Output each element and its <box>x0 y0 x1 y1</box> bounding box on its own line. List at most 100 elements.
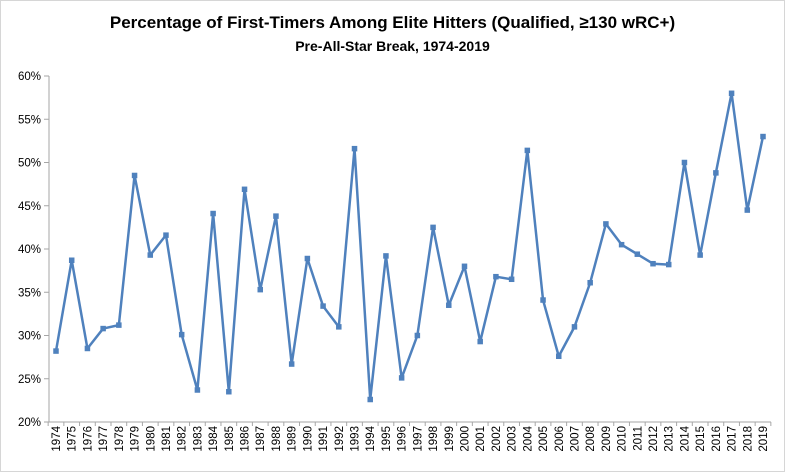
data-point-marker <box>100 325 106 332</box>
x-tick-label: 1974 <box>51 425 63 451</box>
x-tick-label: 1985 <box>224 426 236 452</box>
data-point-marker <box>603 221 609 227</box>
x-tick-label: 1994 <box>365 425 377 451</box>
data-point-marker <box>398 375 405 381</box>
x-tick-label: 1976 <box>82 426 94 452</box>
series-line <box>54 92 765 401</box>
data-point-marker <box>241 186 248 193</box>
x-tick-label: 2018 <box>742 426 754 452</box>
x-tick-label: 1979 <box>130 426 142 452</box>
x-tick-label: 2003 <box>507 426 519 452</box>
x-tick-label: 2006 <box>554 426 566 452</box>
data-point-marker <box>728 90 735 97</box>
data-point-marker <box>178 331 185 338</box>
x-tick-label: 1999 <box>444 426 456 452</box>
data-point-marker <box>665 261 672 268</box>
x-tick-label: 2010 <box>617 426 629 452</box>
x-tick-label: 1993 <box>350 426 362 452</box>
x-tick-label: 1982 <box>177 426 189 452</box>
data-point-marker <box>461 263 468 270</box>
data-point-marker <box>744 207 751 213</box>
data-point-marker <box>571 324 578 330</box>
data-point-marker <box>508 276 515 283</box>
data-point-marker <box>650 260 656 267</box>
x-tick-label: 1996 <box>397 426 409 452</box>
y-tick-label: 40% <box>18 244 41 256</box>
x-tick-label: 2009 <box>601 426 613 452</box>
x-tick-label: 1998 <box>428 426 440 452</box>
x-tick-label: 1981 <box>161 426 173 452</box>
data-point-marker <box>68 257 75 263</box>
y-tick-label: 25% <box>18 374 41 386</box>
x-tick-label: 2007 <box>569 426 581 452</box>
chart-subtitle: Pre-All-Star Break, 1974-2019 <box>295 38 490 54</box>
data-point-marker <box>147 252 154 258</box>
x-tick-label: 1984 <box>208 425 220 451</box>
x-tick-label: 1977 <box>98 426 110 452</box>
data-point-marker <box>618 241 625 248</box>
x-tick-label: 2012 <box>648 426 660 452</box>
x-tick-label: 1987 <box>255 426 267 452</box>
data-point-marker <box>697 252 703 258</box>
data-point-marker <box>163 232 169 238</box>
x-tick-label: 1992 <box>334 426 346 452</box>
data-point-marker <box>587 279 593 286</box>
data-point-marker <box>257 286 263 293</box>
y-tick-label: 30% <box>18 331 41 343</box>
data-point-marker <box>477 338 483 345</box>
data-point-marker <box>713 170 719 176</box>
data-point-marker <box>493 273 499 280</box>
x-tick-label: 2008 <box>585 426 597 452</box>
x-tick-label: 2001 <box>475 426 487 452</box>
y-tick-label: 45% <box>18 201 41 213</box>
x-tick-label: 1983 <box>192 426 204 452</box>
x-tick-label: 1975 <box>67 426 79 452</box>
x-tick-label: 2011 <box>632 426 644 451</box>
data-point-marker <box>273 213 279 219</box>
y-tick-label: 35% <box>18 287 41 299</box>
x-tick-label: 1986 <box>240 426 252 452</box>
x-tick-label: 1980 <box>145 426 157 452</box>
chart-title: Percentage of First-Timers Among Elite H… <box>109 13 676 32</box>
x-tick-label: 1988 <box>271 426 283 452</box>
x-tick-label: 2016 <box>711 426 723 452</box>
data-point-marker <box>336 324 342 330</box>
data-point-marker <box>320 303 326 309</box>
data-point-marker <box>84 345 91 352</box>
data-point-marker <box>131 172 138 179</box>
data-point-marker <box>760 133 766 140</box>
x-tick-label: 1997 <box>412 426 424 452</box>
data-point-marker <box>446 302 452 308</box>
x-tick-label: 2014 <box>679 425 691 451</box>
data-point-marker <box>430 224 436 231</box>
x-tick-label: 1995 <box>381 426 393 452</box>
data-point-marker <box>524 147 531 154</box>
x-tick-label: 2015 <box>695 426 707 452</box>
data-point-marker <box>304 255 311 262</box>
data-point-marker <box>414 332 421 339</box>
x-tick-label: 1978 <box>114 426 126 452</box>
y-tick-label: 50% <box>18 158 41 170</box>
data-point-marker <box>116 322 122 328</box>
x-tick-label: 1991 <box>318 426 330 452</box>
y-tick-label: 60% <box>18 71 41 83</box>
data-point-marker <box>634 251 641 257</box>
data-point-marker <box>226 388 232 395</box>
data-point-marker <box>194 387 201 393</box>
x-tick-label: 2019 <box>758 426 770 452</box>
x-tick-label: 2004 <box>522 425 534 451</box>
data-point-marker <box>556 353 562 360</box>
y-tick-label: 20% <box>18 417 41 429</box>
x-tick-label: 2005 <box>538 426 550 452</box>
y-tick-label: 55% <box>18 114 41 126</box>
x-tick-label: 1989 <box>287 426 299 452</box>
x-tick-label: 1990 <box>302 426 314 452</box>
data-point-marker <box>288 361 295 367</box>
data-point-marker <box>681 159 688 166</box>
x-tick-label: 2002 <box>491 426 503 452</box>
data-point-marker <box>210 210 216 217</box>
data-point-marker <box>53 348 59 354</box>
data-point-marker <box>351 145 358 152</box>
data-point-marker <box>367 396 373 403</box>
data-point-marker <box>383 253 389 259</box>
